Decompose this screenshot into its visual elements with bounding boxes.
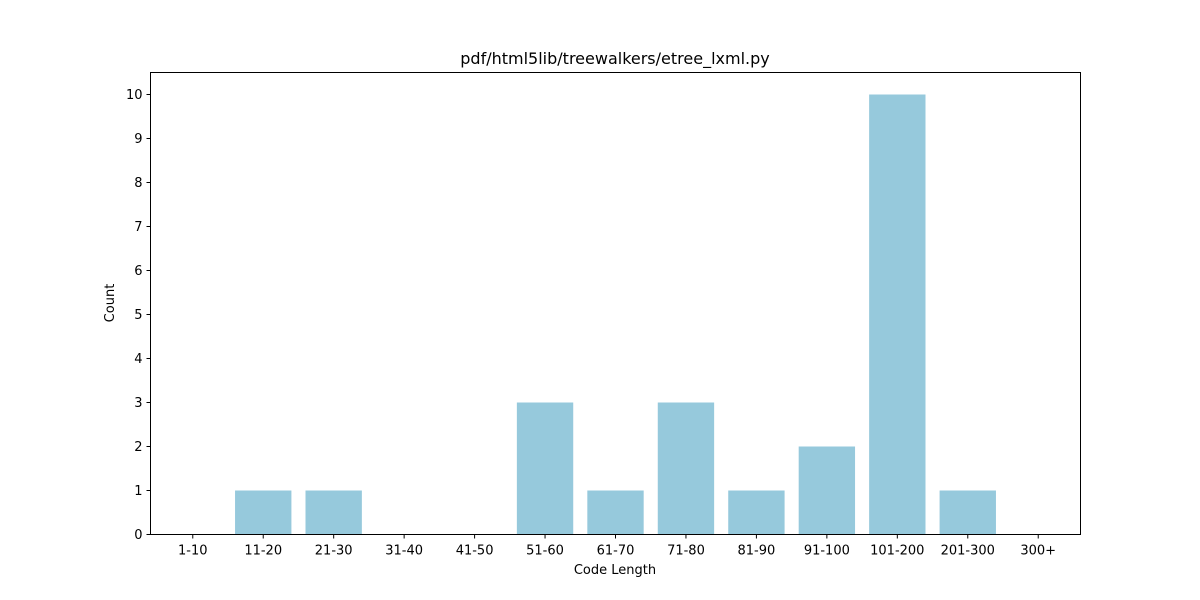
x-tick-label: 201-300 bbox=[941, 544, 995, 559]
x-tick-label: 41-50 bbox=[456, 544, 494, 559]
y-tick-label: 10 bbox=[126, 88, 143, 103]
x-tick-label: 91-100 bbox=[804, 544, 850, 559]
bar-201-300 bbox=[939, 490, 996, 535]
x-tick-label: 71-80 bbox=[667, 544, 705, 559]
x-tick-label: 1-10 bbox=[178, 544, 208, 559]
plot-frame bbox=[150, 72, 1081, 535]
x-tick-label: 81-90 bbox=[738, 544, 776, 559]
bar-21-30 bbox=[305, 490, 362, 535]
y-tick-label: 1 bbox=[134, 484, 142, 499]
x-tick-label: 61-70 bbox=[597, 544, 635, 559]
bar-91-100 bbox=[798, 446, 856, 535]
bar-51-60 bbox=[516, 402, 574, 535]
y-tick-label: 5 bbox=[134, 308, 142, 323]
y-tick-label: 2 bbox=[134, 440, 142, 455]
y-tick-label: 3 bbox=[134, 396, 142, 411]
x-tick-label: 51-60 bbox=[526, 544, 564, 559]
bar-71-80 bbox=[657, 402, 715, 535]
ticks-layer: 1-10 11-20 21-30 31-40 41-50 51-60 61-70 71-80 8… bbox=[126, 88, 1056, 559]
bar-101-200 bbox=[869, 94, 926, 535]
y-tick-label: 8 bbox=[134, 176, 142, 191]
y-tick-label: 4 bbox=[134, 352, 142, 367]
y-axis-label: Count bbox=[103, 284, 118, 323]
x-tick-label: 11-20 bbox=[244, 544, 282, 559]
bar-81-90 bbox=[728, 490, 785, 535]
x-tick-label: 101-200 bbox=[870, 544, 924, 559]
y-tick-label: 9 bbox=[134, 132, 142, 147]
chart-title: pdf/html5lib/treewalkers/etree_lxml.py bbox=[460, 49, 769, 69]
y-tick-label: 0 bbox=[134, 528, 142, 543]
y-tick-label: 6 bbox=[134, 264, 142, 279]
bars-layer bbox=[235, 94, 996, 535]
bar-11-20 bbox=[235, 490, 292, 535]
x-axis-label: Code Length bbox=[574, 563, 656, 578]
x-tick-label: 300+ bbox=[1020, 544, 1056, 559]
y-tick-label: 7 bbox=[134, 220, 142, 235]
bar-61-70 bbox=[587, 490, 644, 535]
x-tick-label: 31-40 bbox=[385, 544, 423, 559]
x-tick-label: 21-30 bbox=[315, 544, 353, 559]
